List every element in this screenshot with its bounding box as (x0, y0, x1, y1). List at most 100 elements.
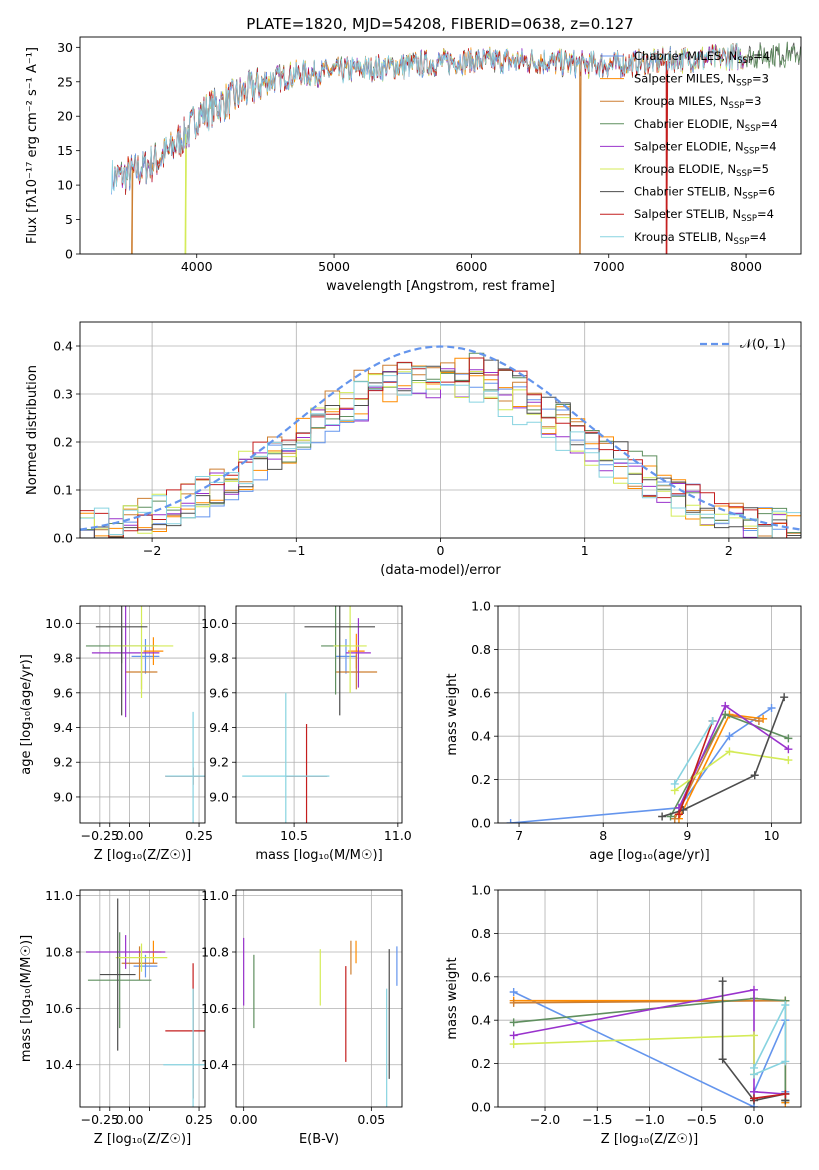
plot-frame (497, 605, 802, 824)
y-tick-label: 0.8 (471, 642, 491, 657)
axes-weight-vs-Z: −2.0 −1.5 −1.0 −0.5 0.0 0.0 0.2 0.4 0.6 0.8 1.0 Z [… (445, 883, 802, 1147)
histogram-group (80, 345, 801, 538)
histogram-series (80, 366, 801, 538)
legend-subscript: SSP (736, 79, 752, 89)
x-tick-label: 0.05 (357, 1112, 385, 1127)
legend-subscript: SSP (736, 169, 752, 179)
spectrum-lines (111, 41, 801, 254)
legend-label: Salpeter STELIB, NSSP=4 (634, 207, 774, 224)
legend-count: =4 (761, 117, 778, 131)
y-tick-label: 9.2 (209, 755, 229, 770)
spectrum-series (111, 46, 671, 195)
y-tick-label: 11.0 (45, 888, 73, 903)
legend-subscript: SSP (742, 192, 758, 202)
x-tick-label: 7 (515, 828, 523, 843)
y-tick-label: 10.6 (201, 1001, 229, 1016)
legend-subscript: SSP (744, 146, 760, 156)
weight-series (678, 720, 714, 815)
legend-label: Chabrier STELIB, NSSP=6 (634, 185, 775, 202)
y-tick-label: 0.0 (53, 531, 73, 546)
legend-label: Kroupa MILES, NSSP=3 (634, 94, 761, 111)
legend-count: =4 (757, 207, 774, 221)
axes-residuals: −2 −1 0 1 2 0.0 0.1 0.2 0.3 0.4 (data-model)/error… (25, 321, 802, 578)
x-tick-label: 10 (764, 828, 780, 843)
y-tick-label: 0.3 (53, 387, 73, 402)
weight-series (678, 704, 789, 809)
legend-label: Salpeter ELODIE, NSSP=4 (634, 139, 777, 156)
x-tick-label: 6000 (455, 259, 487, 274)
y-tick-label: 9.0 (209, 789, 229, 804)
y-tick-label: 0.1 (53, 483, 73, 498)
legend-subscript: SSP (734, 237, 750, 247)
y-axis-label: Flux [fλ10⁻¹⁷ erg cm⁻² s⁻¹ A⁻¹] (25, 47, 40, 244)
weight-marker (721, 701, 730, 710)
y-axis-label: mass weight (445, 957, 460, 1039)
errorbars-mass-vs-Z (85, 898, 205, 1107)
weight-marker (781, 1089, 790, 1098)
weight-series (753, 1093, 786, 1100)
errorbars-age-vs-Z (85, 606, 205, 823)
y-tick-label: 0.4 (53, 339, 73, 354)
y-tick-label: 11.0 (201, 888, 229, 903)
weight-marker (750, 771, 759, 780)
x-tick-label: −2 (143, 543, 161, 558)
x-tick-label: 5000 (318, 259, 350, 274)
axes-spectrum: 4000 5000 6000 7000 8000 0 5 10 15 20 25 30 waveleng… (25, 36, 802, 294)
weight-marker (784, 734, 793, 743)
legend-count: =4 (753, 49, 770, 63)
spectrum-series (111, 42, 747, 193)
x-axis-label: Z [log₁₀(Z/Z☉)] (601, 1132, 698, 1147)
x-tick-label: −1.0 (634, 1112, 664, 1127)
axes-mass-vs-EBV: 0.00 0.05 10.4 10.6 10.8 11.0 E(B-V) (201, 888, 403, 1147)
y-tick-label: 0.0 (471, 1100, 491, 1115)
weight-marker (658, 812, 667, 821)
x-axis-label: wavelength [Angstrom, rest frame] (326, 279, 555, 294)
legend-label: Chabrier ELODIE, NSSP=4 (634, 117, 778, 134)
y-tick-label: 9.6 (53, 685, 73, 700)
y-tick-label: 9.2 (53, 755, 73, 770)
weight-marker (784, 745, 793, 754)
x-tick-label: −0.25 (81, 1112, 119, 1127)
y-tick-label: 10.0 (201, 616, 229, 631)
weight-marker (509, 1031, 518, 1040)
y-axis-label: mass [log₁₀(M/M☉)] (19, 935, 34, 1062)
weight-marker (509, 998, 518, 1007)
y-tick-label: 9.8 (53, 651, 73, 666)
weight-marker (767, 703, 776, 712)
x-tick-label: −0.5 (687, 1112, 717, 1127)
weight-marker (749, 1094, 758, 1103)
legend-count: =4 (760, 139, 777, 153)
weight-marker (509, 1018, 518, 1027)
y-tick-label: 15 (57, 143, 73, 158)
weight-series (678, 713, 764, 820)
x-tick-label: 0.00 (116, 1112, 144, 1127)
legend-count: =5 (752, 162, 769, 176)
y-tick-label: 0 (65, 247, 73, 262)
y-tick-label: 10 (57, 178, 73, 193)
weight-marker (749, 1031, 758, 1040)
legend-label: Kroupa ELODIE, NSSP=5 (634, 162, 769, 179)
y-tick-label: 0.4 (471, 729, 491, 744)
spectrum-legend: Chabrier MILES, NSSP=4 Salpeter MILES, NS… (600, 49, 778, 247)
lines-weight-vs-age (506, 693, 793, 823)
weight-marker (781, 1057, 790, 1066)
y-axis-label: mass weight (445, 673, 460, 755)
weight-marker (780, 693, 789, 702)
legend-count: =6 (758, 185, 775, 199)
weight-marker (509, 987, 518, 996)
y-tick-label: 9.6 (209, 685, 229, 700)
x-tick-label: −1 (287, 543, 305, 558)
weight-marker (670, 814, 679, 823)
x-tick-label: 8000 (730, 259, 762, 274)
y-tick-label: 0.2 (471, 1056, 491, 1071)
x-tick-label: 4000 (181, 259, 213, 274)
legend-count: =3 (744, 94, 761, 108)
y-tick-label: 0.6 (471, 685, 491, 700)
legend-label: Kroupa STELIB, NSSP=4 (634, 230, 766, 247)
spectrum-series (113, 46, 671, 194)
errorbars-mass-vs-EBV (243, 937, 398, 1107)
weight-marker (749, 1063, 758, 1072)
x-axis-label: mass [log₁₀(M/M☉)] (255, 848, 382, 863)
y-tick-label: 30 (57, 40, 73, 55)
